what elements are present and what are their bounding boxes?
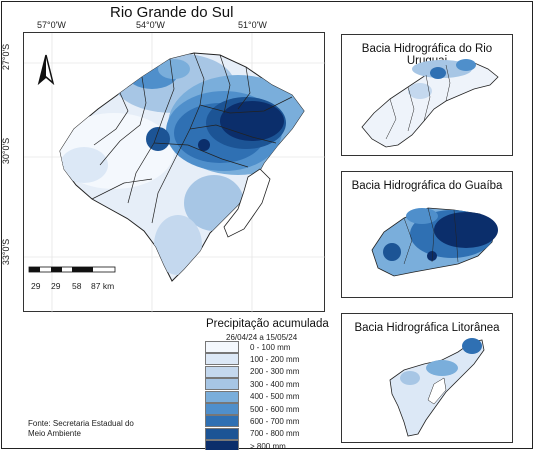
main-map-title: Rio Grande do Sul bbox=[110, 4, 234, 21]
legend-item: 500 - 600 mm bbox=[205, 403, 299, 415]
legend-label: 0 - 100 mm bbox=[250, 342, 291, 352]
scale-bar bbox=[28, 266, 116, 273]
legend-item: 600 - 700 mm bbox=[205, 415, 300, 428]
legend-period: 26/04/24 a 15/05/24 bbox=[226, 333, 298, 342]
uruguai-basin-map bbox=[361, 59, 499, 148]
longitude-tick-51: 51°0'W bbox=[238, 20, 267, 30]
legend-label: 700 - 800 mm bbox=[250, 429, 300, 439]
legend-swatch bbox=[205, 378, 239, 391]
latitude-tick-30: 30°0'S bbox=[1, 137, 12, 165]
scale-label-0: 29 bbox=[31, 281, 41, 291]
legend-swatch bbox=[205, 341, 239, 353]
legend-item: 700 - 800 mm bbox=[205, 427, 300, 440]
legend-label: 500 - 600 mm bbox=[250, 404, 300, 414]
legend-item: 300 - 400 mm bbox=[205, 378, 300, 391]
scale-label-2: 58 bbox=[72, 281, 82, 291]
inset-guaiba-title: Bacia Hidrográfica do Guaíba bbox=[351, 180, 503, 192]
legend-title: Precipitação acumulada bbox=[206, 318, 329, 330]
legend-item: > 800 mm bbox=[205, 440, 286, 450]
legend-item: 400 - 500 mm bbox=[205, 390, 300, 403]
guaiba-basin-map bbox=[371, 207, 498, 277]
inset-litoranea: Bacia Hidrográfica Litorânea bbox=[341, 313, 513, 443]
legend-swatch bbox=[205, 427, 239, 440]
scale-label-1: 29 bbox=[51, 281, 61, 291]
legend-label: 400 - 500 mm bbox=[250, 392, 300, 402]
legend-swatch bbox=[205, 353, 239, 366]
latitude-tick-33: 33°0'S bbox=[1, 238, 12, 266]
scale-label-3: 87 km bbox=[91, 281, 115, 291]
legend-item: 0 - 100 mm bbox=[205, 341, 290, 353]
legend-swatch bbox=[205, 440, 239, 450]
litoranea-basin-map bbox=[389, 338, 485, 437]
latitude-tick-27: 27°0'S bbox=[1, 43, 12, 71]
source-note: Fonte: Secretaria Estadual do Meio Ambie… bbox=[28, 419, 134, 438]
legend-label: > 800 mm bbox=[250, 441, 286, 450]
legend-swatch bbox=[205, 365, 239, 378]
rs-precipitation-map bbox=[24, 33, 326, 313]
legend-item: 100 - 200 mm bbox=[205, 353, 300, 366]
main-map bbox=[23, 32, 326, 313]
legend-label: 200 - 300 mm bbox=[250, 367, 300, 377]
longitude-tick-54: 54°0'W bbox=[136, 20, 165, 30]
legend-swatch bbox=[205, 390, 239, 403]
legend-label: 100 - 200 mm bbox=[250, 354, 300, 364]
inset-uruguai: Bacia Hidrográfica do Rio Uruguai bbox=[341, 34, 513, 156]
longitude-tick-57: 57°0'W bbox=[37, 20, 66, 30]
inset-guaiba: Bacia Hidrográfica do Guaíba bbox=[341, 171, 513, 298]
legend-label: 300 - 400 mm bbox=[250, 379, 300, 389]
legend-swatch bbox=[205, 403, 239, 415]
legend-label: 600 - 700 mm bbox=[250, 416, 300, 426]
north-arrow-icon bbox=[37, 54, 55, 86]
legend-swatch bbox=[205, 415, 239, 428]
legend-item: 200 - 300 mm bbox=[205, 365, 300, 378]
inset-litoranea-title: Bacia Hidrográfica Litorânea bbox=[354, 322, 500, 334]
